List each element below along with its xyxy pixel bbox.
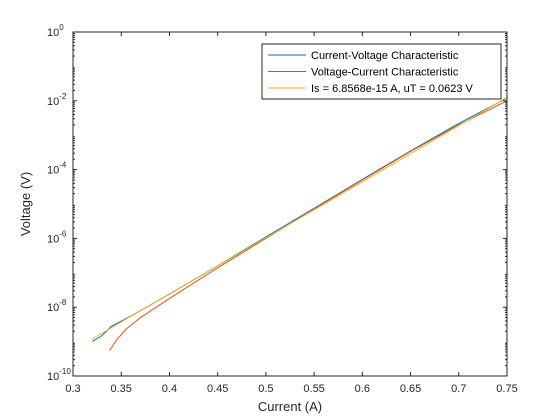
x-axis-label: Current (A) — [258, 399, 322, 414]
y-ticks: 10-10 10-8 10-6 10-4 10-2 100 — [47, 23, 507, 383]
legend-entry-3: Is = 6.8568e-15 A, uT = 0.0623 V — [311, 83, 474, 95]
y-axis-label: Voltage (V) — [18, 172, 33, 236]
y-tick-label: 10-4 — [47, 161, 67, 177]
x-tick-label: 0.65 — [400, 383, 421, 395]
legend-entry-1: Current-Voltage Characteristic — [311, 50, 459, 62]
x-tick-label: 0.3 — [65, 383, 80, 395]
legend: Current-Voltage Characteristic Voltage-Cu… — [261, 43, 502, 100]
y-tick-label: 100 — [47, 23, 64, 39]
x-tick-label: 0.5 — [258, 383, 273, 395]
x-tick-label: 0.4 — [162, 383, 177, 395]
series-layer — [92, 97, 508, 351]
x-tick-label: 0.7 — [451, 383, 466, 395]
x-tick-label: 0.55 — [303, 383, 324, 395]
legend-entry-2: Voltage-Current Characteristic — [311, 67, 459, 79]
y-tick-label: 10-10 — [47, 367, 71, 383]
x-tick-label: 0.45 — [207, 383, 228, 395]
series-line-3 — [92, 97, 508, 340]
y-tick-label: 10-2 — [47, 92, 67, 108]
axes-box — [72, 31, 508, 377]
x-ticks: 0.3 0.35 0.4 0.45 0.5 0.55 0.6 0.65 0.7 0.75 — [65, 32, 518, 395]
y-tick-label: 10-8 — [47, 298, 67, 314]
y-tick-label: 10-6 — [47, 229, 67, 245]
x-tick-label: 0.35 — [111, 383, 132, 395]
series-line-2 — [109, 100, 508, 351]
x-tick-label: 0.75 — [496, 383, 517, 395]
x-tick-label: 0.6 — [355, 383, 370, 395]
